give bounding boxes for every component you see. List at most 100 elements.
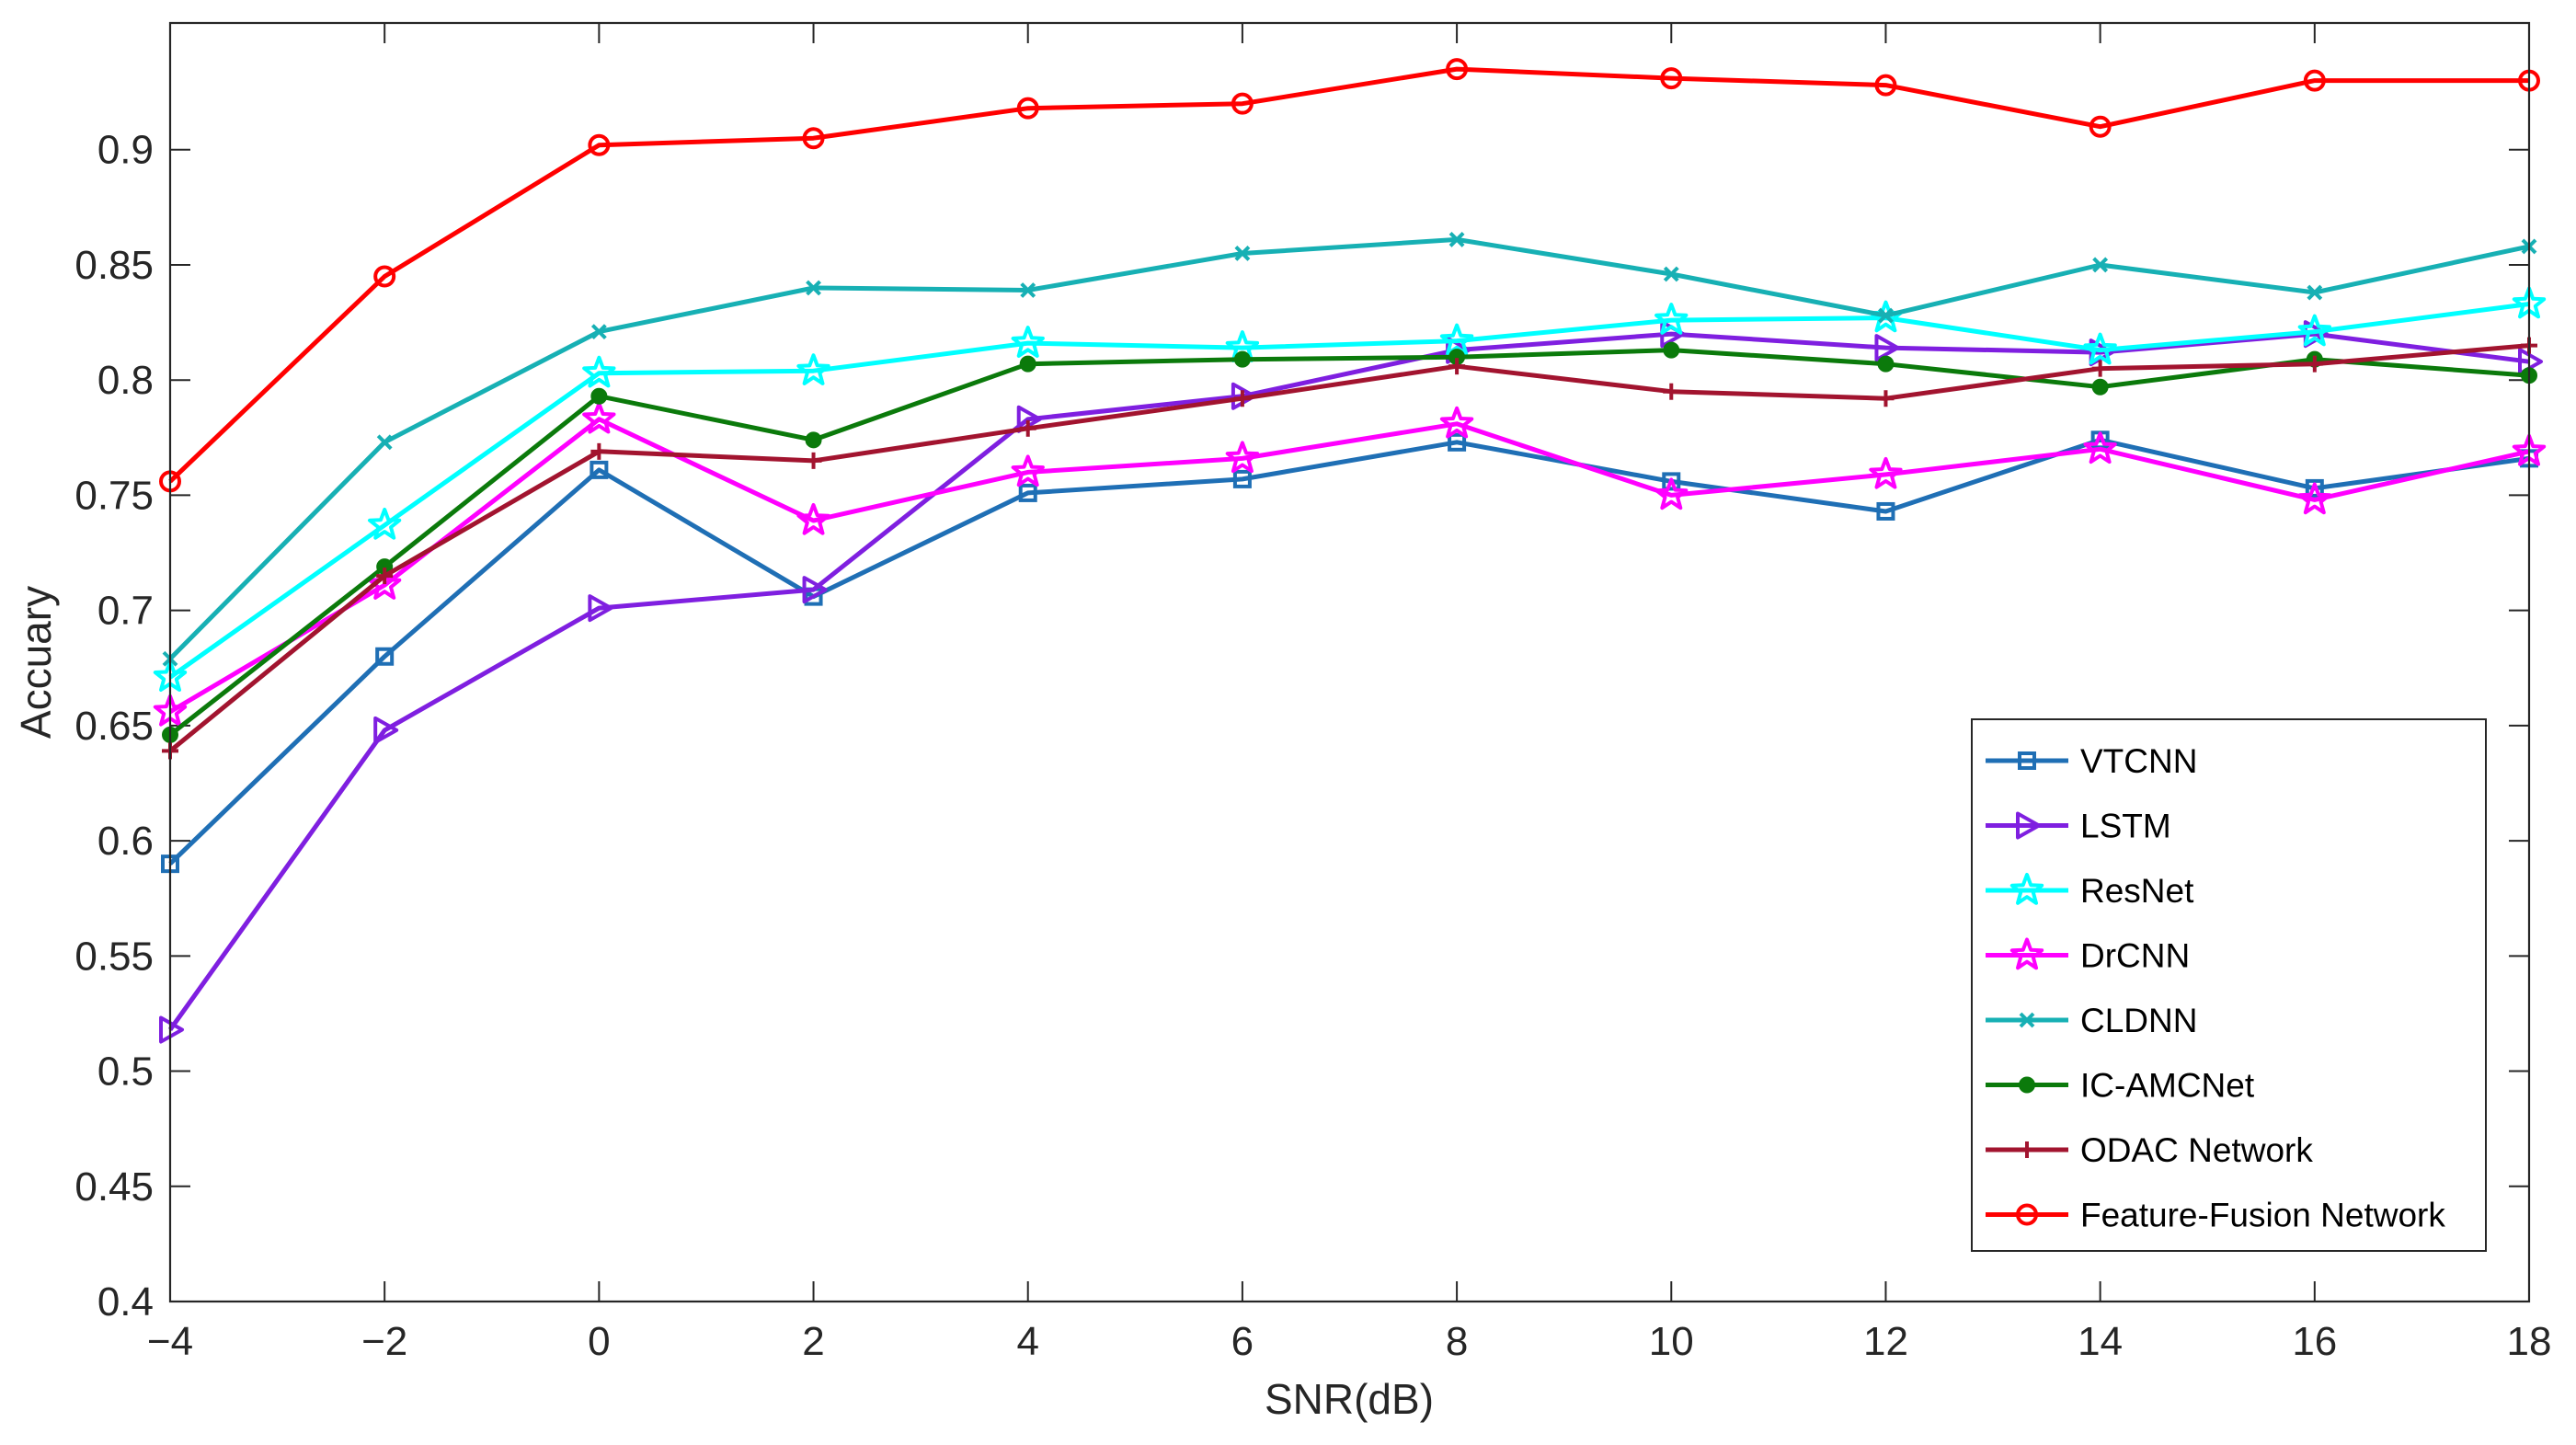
data-point	[1874, 334, 1900, 362]
data-point	[1448, 358, 1466, 375]
legend-label: IC-AMCNet	[2080, 1067, 2255, 1105]
data-point	[375, 647, 395, 666]
x-tick-label: 16	[2292, 1319, 2337, 1364]
x-tick-label: 14	[2078, 1319, 2123, 1364]
data-point	[1663, 383, 1680, 400]
y-tick-label: 0.7	[97, 589, 154, 634]
data-point	[1654, 303, 1689, 335]
data-point	[1019, 419, 1036, 437]
data-point	[1232, 469, 1252, 488]
axis-ticks: −4 −2 0 2 4 6 8 10 12 14 16 18 0.4 0.45 0.5 0.55 0.6 0.65…	[74, 23, 2551, 1364]
x-axis-label: SNR(dB)	[1265, 1375, 1434, 1423]
legend-marker	[2018, 751, 2036, 770]
data-point	[590, 442, 608, 460]
data-point	[1018, 483, 1037, 502]
series-line	[168, 66, 2529, 484]
data-point	[1011, 326, 1045, 358]
legend-marker	[2019, 1012, 2035, 1028]
data-point	[2091, 378, 2109, 396]
x-tick-label: 18	[2507, 1319, 2552, 1364]
data-point	[796, 503, 830, 535]
y-tick-label: 0.45	[74, 1164, 154, 1210]
data-point	[590, 387, 608, 405]
legend-item: DrCNN	[1986, 937, 2190, 975]
data-point	[1663, 266, 1679, 282]
legend-label: ODAC Network	[2080, 1131, 2313, 1169]
data-point	[1231, 92, 1254, 115]
series-line	[168, 302, 2530, 680]
data-point	[1234, 246, 1251, 261]
data-point	[1869, 456, 1903, 489]
data-point	[2306, 355, 2323, 373]
y-tick-label: 0.8	[97, 358, 154, 403]
legend-item: Feature-Fusion Network	[1986, 1197, 2445, 1234]
data-point	[1446, 58, 1469, 81]
data-point	[1233, 390, 1251, 407]
series-line	[168, 236, 2530, 660]
series-odac-network	[162, 337, 2537, 760]
y-tick-label: 0.55	[74, 934, 154, 979]
data-point	[1662, 472, 1681, 491]
data-point	[582, 355, 616, 388]
series-line	[168, 437, 2530, 866]
data-point	[1019, 355, 1036, 373]
data-point	[368, 568, 402, 600]
data-point	[805, 452, 822, 469]
data-point	[1016, 97, 1039, 120]
data-point	[588, 594, 613, 623]
y-tick-label: 0.65	[74, 704, 154, 749]
data-point	[802, 576, 828, 604]
y-tick-label: 0.85	[74, 243, 154, 288]
x-tick-label: 6	[1231, 1319, 1254, 1364]
data-point	[1877, 390, 1895, 407]
data-point	[806, 280, 821, 296]
legend-marker	[2016, 811, 2041, 840]
legend-marker	[2009, 873, 2044, 905]
x-tick-label: −4	[147, 1319, 193, 1364]
legend-label: ResNet	[2080, 872, 2194, 910]
y-tick-label: 0.4	[97, 1279, 154, 1325]
legend-label: CLDNN	[2080, 1002, 2197, 1039]
data-point	[1233, 350, 1251, 368]
legend: VTCNN LSTM ResNet DrCNN CLDNN IC-AMCNet ODAC N…	[1971, 718, 2487, 1252]
legend-marker	[2016, 1203, 2038, 1226]
legend-item: LSTM	[1986, 808, 2171, 845]
data-point	[2092, 257, 2109, 273]
data-point	[1663, 341, 1680, 359]
y-axis-label: Accuary	[12, 586, 60, 739]
data-point	[1439, 323, 1474, 356]
legend-item: IC-AMCNet	[1986, 1067, 2255, 1105]
data-point	[1448, 432, 1467, 452]
legend-item: ResNet	[1986, 872, 2194, 910]
legend-marker	[2009, 937, 2044, 970]
data-point	[1654, 477, 1689, 510]
x-tick-label: −2	[361, 1319, 407, 1364]
data-point	[1439, 406, 1474, 439]
series-line	[168, 348, 2530, 737]
data-point	[2091, 360, 2109, 377]
y-tick-label: 0.75	[74, 473, 154, 518]
data-point	[2305, 478, 2324, 498]
y-tick-label: 0.6	[97, 819, 154, 864]
data-point	[1660, 67, 1683, 90]
plot-frame	[168, 21, 2531, 1303]
data-point	[1876, 501, 1895, 521]
legend-label: Feature-Fusion Network	[2080, 1197, 2445, 1234]
series-layer	[153, 58, 2547, 1044]
legend-item: CLDNN	[1986, 1002, 2197, 1039]
legend-item: ODAC Network	[1986, 1131, 2313, 1169]
data-point	[373, 716, 399, 744]
legend-label: VTCNN	[2080, 742, 2197, 780]
data-point	[2303, 69, 2326, 92]
data-point	[2083, 431, 2117, 464]
data-point	[802, 127, 825, 150]
data-point	[1874, 74, 1897, 97]
x-tick-label: 2	[802, 1319, 824, 1364]
data-point	[588, 133, 611, 156]
data-point	[376, 434, 393, 451]
series-line	[168, 343, 2530, 753]
legend-label: DrCNN	[2080, 937, 2190, 975]
data-point	[1448, 232, 1465, 247]
data-point	[590, 460, 609, 479]
data-point	[2307, 284, 2323, 301]
